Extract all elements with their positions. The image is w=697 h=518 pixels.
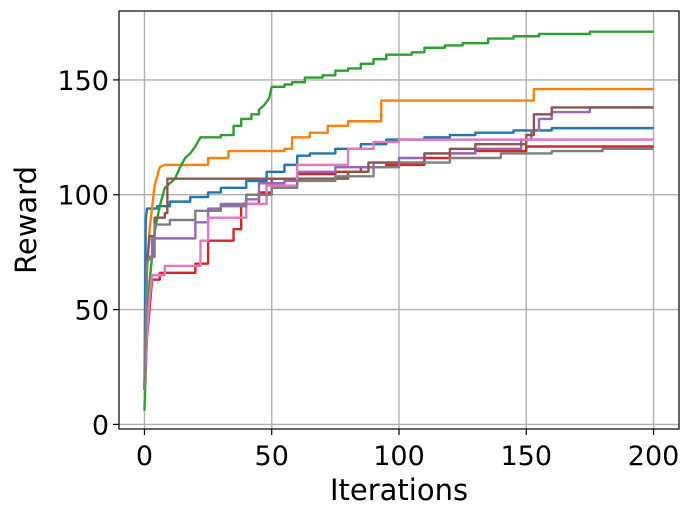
series-line-8	[143, 147, 654, 390]
x-axis-label: Iterations	[330, 473, 468, 507]
x-tick-label: 200	[628, 441, 680, 472]
series-line-7	[143, 138, 654, 391]
x-tick-label: 100	[373, 441, 425, 472]
x-tick-label: 150	[500, 441, 552, 472]
ticks: 0 50 100 150 200 0 50 100 150	[57, 66, 679, 472]
series-line-1	[143, 126, 654, 390]
y-tick-label: 50	[75, 296, 109, 327]
x-tick-label: 0	[136, 441, 153, 472]
grid	[119, 11, 679, 429]
series-layer	[143, 30, 654, 411]
series-line-5	[143, 106, 654, 390]
y-axis-label: Reward	[9, 166, 43, 274]
y-tick-label: 0	[92, 410, 109, 441]
y-tick-label: 150	[57, 66, 109, 97]
x-tick-label: 50	[255, 441, 289, 472]
y-tick-label: 100	[57, 181, 109, 212]
series-line-2	[143, 87, 654, 390]
series-line-6	[143, 106, 654, 390]
series-line-3	[143, 30, 654, 411]
